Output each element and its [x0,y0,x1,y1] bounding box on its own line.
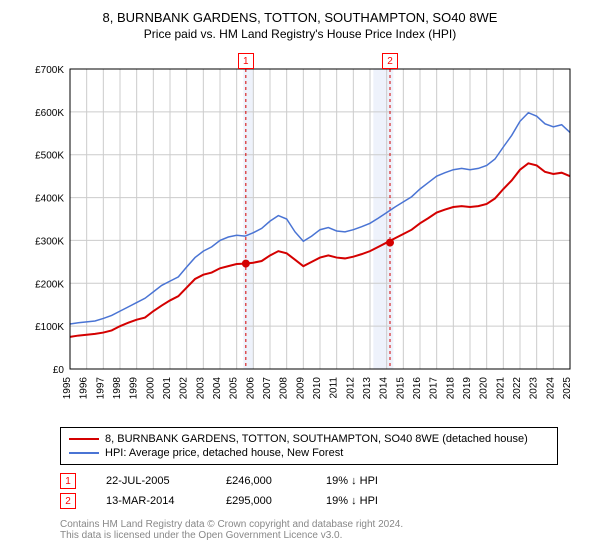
svg-text:1999: 1999 [129,377,140,400]
svg-text:2011: 2011 [329,377,340,399]
svg-text:2001: 2001 [162,377,173,400]
sale-price: £246,000 [226,475,296,487]
svg-text:£0: £0 [53,365,65,376]
svg-text:1997: 1997 [95,377,106,400]
svg-text:2016: 2016 [412,377,423,400]
footer-text: Contains HM Land Registry data © Crown c… [60,519,570,541]
svg-text:1998: 1998 [112,377,123,400]
svg-text:2012: 2012 [345,377,356,400]
svg-text:2005: 2005 [229,377,240,400]
sale-date: 22-JUL-2005 [106,475,196,487]
sale-row: 1 22-JUL-2005 £246,000 19% ↓ HPI [60,471,570,491]
svg-text:2021: 2021 [495,377,506,400]
sale-diff: 19% ↓ HPI [326,495,406,507]
svg-text:£300K: £300K [35,236,64,247]
svg-text:2000: 2000 [145,377,156,400]
svg-text:2015: 2015 [395,377,406,400]
sale-row-marker: 2 [60,493,76,509]
svg-text:2024: 2024 [545,377,556,400]
sale-diff: 19% ↓ HPI [326,475,406,487]
legend-row: HPI: Average price, detached house, New … [69,446,549,460]
svg-text:2009: 2009 [295,377,306,400]
svg-text:2013: 2013 [362,377,373,400]
line-chart-svg: £0 £100K £200K £300K £400K £500K £600K £700K 199… [20,49,580,419]
footer-line-1: Contains HM Land Registry data © Crown c… [60,519,570,530]
legend-swatch [69,452,99,454]
sale-row-marker: 1 [60,473,76,489]
svg-text:£500K: £500K [35,151,64,162]
svg-text:£400K: £400K [35,194,64,205]
legend-label: 8, BURNBANK GARDENS, TOTTON, SOUTHAMPTON… [105,433,528,445]
svg-text:2022: 2022 [512,377,523,400]
sale-price: £295,000 [226,495,296,507]
legend-swatch [69,438,99,440]
svg-text:2003: 2003 [195,377,206,400]
chart-subtitle: Price paid vs. HM Land Registry's House … [10,27,590,41]
legend-label: HPI: Average price, detached house, New … [105,447,343,459]
svg-text:2008: 2008 [279,377,290,400]
svg-text:2010: 2010 [312,377,323,400]
chart-title: 8, BURNBANK GARDENS, TOTTON, SOUTHAMPTON… [10,10,590,25]
legend-box: 8, BURNBANK GARDENS, TOTTON, SOUTHAMPTON… [60,427,558,465]
sales-table: 1 22-JUL-2005 £246,000 19% ↓ HPI 2 13-MAR-201… [60,471,570,511]
sale-marker-label: 2 [382,53,398,69]
chart-container: 8, BURNBANK GARDENS, TOTTON, SOUTHAMPTON… [10,10,590,541]
svg-text:£200K: £200K [35,279,64,290]
svg-text:1995: 1995 [62,377,73,400]
svg-text:2020: 2020 [479,377,490,400]
svg-text:£100K: £100K [35,322,64,333]
sale-row: 2 13-MAR-2014 £295,000 19% ↓ HPI [60,491,570,511]
svg-text:£700K: £700K [35,65,64,76]
legend-row: 8, BURNBANK GARDENS, TOTTON, SOUTHAMPTON… [69,432,549,446]
svg-text:2014: 2014 [379,377,390,400]
svg-text:2018: 2018 [445,377,456,400]
svg-text:2019: 2019 [462,377,473,400]
svg-text:2007: 2007 [262,377,273,400]
svg-text:2025: 2025 [562,377,573,400]
sale-date: 13-MAR-2014 [106,495,196,507]
svg-text:2023: 2023 [529,377,540,400]
svg-text:2004: 2004 [212,377,223,400]
svg-text:2002: 2002 [179,377,190,400]
svg-text:1996: 1996 [79,377,90,400]
footer-line-2: This data is licensed under the Open Gov… [60,530,570,541]
svg-text:2006: 2006 [245,377,256,400]
svg-text:£600K: £600K [35,108,64,119]
chart-area: £0 £100K £200K £300K £400K £500K £600K £700K 199… [20,49,580,419]
svg-text:2017: 2017 [429,377,440,400]
sale-marker-label: 1 [238,53,254,69]
